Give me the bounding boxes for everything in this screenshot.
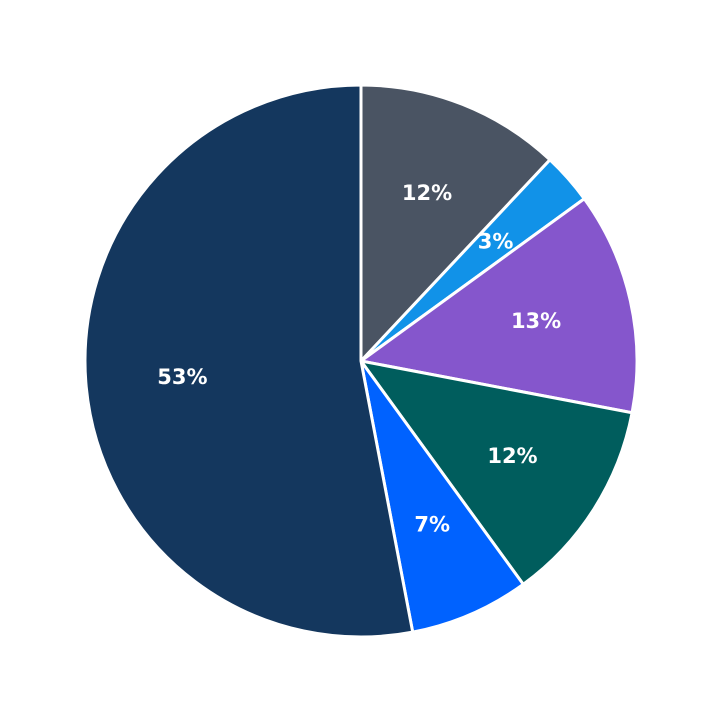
slice-label: 53% bbox=[157, 365, 207, 389]
pie-slice bbox=[83, 83, 415, 639]
slice-label: 12% bbox=[487, 444, 537, 468]
pie-slice bbox=[359, 83, 552, 363]
slice-label: 13% bbox=[511, 309, 561, 333]
pie-slice bbox=[359, 359, 525, 634]
pie-slice bbox=[359, 359, 634, 586]
slice-label: 3% bbox=[478, 229, 514, 253]
slice-label: 12% bbox=[402, 181, 452, 205]
pie-slice bbox=[359, 197, 639, 415]
slice-label: 7% bbox=[414, 513, 450, 537]
